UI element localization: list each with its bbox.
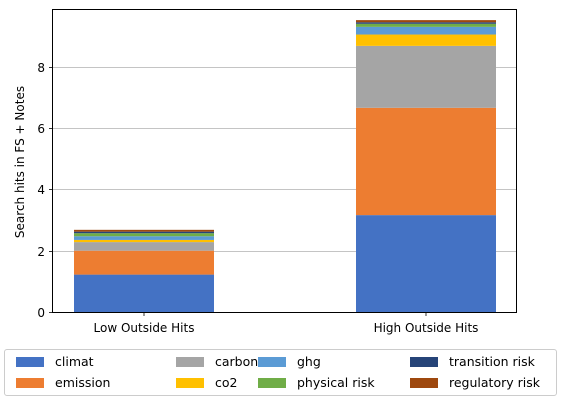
y-tick-label: 6	[37, 122, 45, 136]
legend-label: ghg	[297, 354, 321, 369]
legend-label: transition risk	[449, 354, 535, 369]
bar-segment-carbon	[356, 45, 496, 108]
legend-swatch	[176, 377, 204, 388]
y-tick-label: 2	[37, 245, 45, 259]
legend: climat emission carbon co2 ghg physical risk t…	[4, 349, 557, 396]
bar-segment-co2	[74, 239, 214, 243]
bar-segment-transition-risk	[74, 231, 214, 234]
bar-segment-transition-risk	[356, 22, 496, 24]
legend-label: climat	[55, 354, 94, 369]
y-axis-ticks: 0 2 4 6 8	[37, 61, 53, 320]
legend-label: regulatory risk	[449, 375, 540, 390]
x-tick-label: Low Outside Hits	[94, 321, 195, 335]
bar-segment-ghg	[74, 236, 214, 240]
legend-label: emission	[55, 375, 111, 390]
legend-swatch	[16, 356, 44, 367]
legend-swatch	[410, 356, 438, 367]
legend-item: ghg	[258, 354, 321, 369]
bar-segment-regulatory-risk	[74, 229, 214, 232]
y-tick-label: 4	[37, 183, 45, 197]
legend-swatch	[176, 356, 204, 367]
legend-swatch	[258, 356, 286, 367]
legend-item: physical risk	[258, 375, 375, 390]
bar-segment-physical-risk	[74, 233, 214, 237]
y-tick-label: 0	[37, 306, 45, 320]
bar-segment-regulatory-risk	[356, 20, 496, 23]
legend-label: co2	[215, 375, 238, 390]
bars	[74, 20, 496, 312]
legend-item: emission	[16, 375, 110, 390]
x-axis-ticks: Low Outside Hits High Outside Hits	[94, 312, 479, 335]
legend-label: physical risk	[297, 375, 375, 390]
bar-segment-emission	[356, 107, 496, 216]
x-tick-label: High Outside Hits	[374, 321, 479, 335]
bar-segment-co2	[356, 34, 496, 46]
legend-swatch	[16, 377, 44, 388]
legend-item: carbon	[176, 354, 258, 369]
bar-segment-climat	[356, 215, 496, 312]
bar-segment-emission	[74, 250, 214, 275]
legend-item: transition risk	[410, 354, 535, 369]
bar-segment-carbon	[74, 242, 214, 251]
legend-swatch	[258, 377, 286, 388]
y-axis-label: Search hits in FS + Notes	[13, 86, 27, 238]
legend-item: regulatory risk	[410, 375, 540, 390]
bar-segment-physical-risk	[356, 23, 496, 27]
bar-segment-ghg	[356, 26, 496, 35]
legend-label: carbon	[215, 354, 259, 369]
legend-item: co2	[176, 375, 237, 390]
bar-segment-climat	[74, 274, 214, 312]
legend-item: climat	[16, 354, 94, 369]
legend-swatch	[410, 377, 438, 388]
y-tick-label: 8	[37, 61, 45, 75]
plot-frame	[52, 9, 517, 313]
